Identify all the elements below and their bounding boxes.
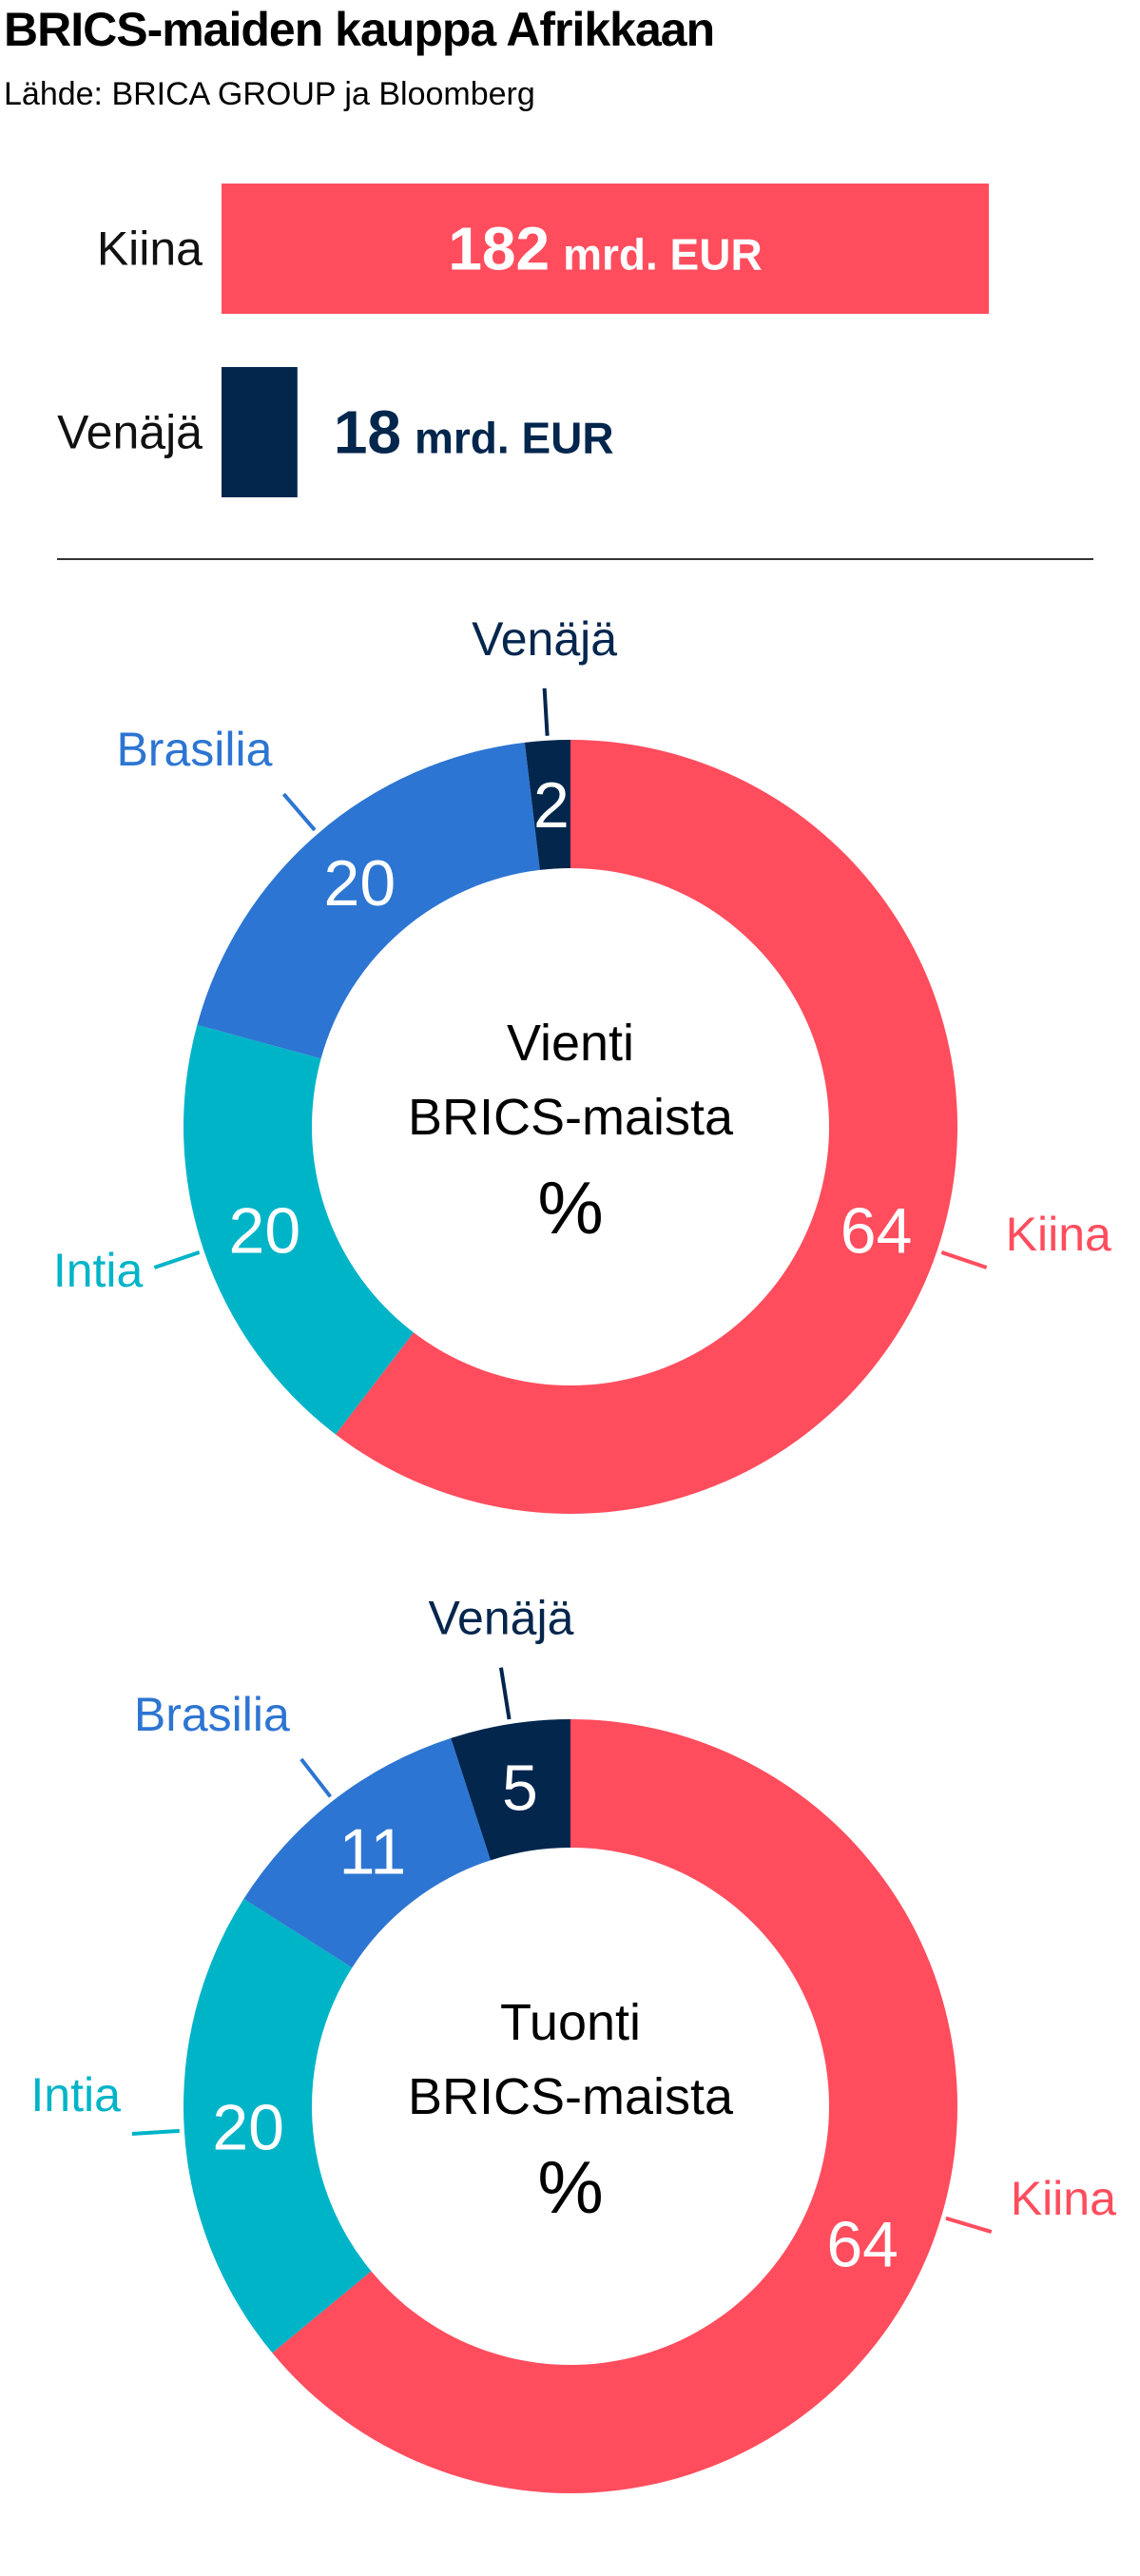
chart-source: Lähde: BRICA GROUP ja Bloomberg <box>4 76 535 112</box>
bar-chart: Kiina 182 mrd. EUR Venäjä 18 mrd. EUR <box>57 184 989 497</box>
center-label-line-1: Tuonti <box>500 1994 641 2051</box>
bar-value-label-venaja: 18 mrd. EUR <box>334 398 614 467</box>
slice-intia <box>183 1898 372 2353</box>
center-label-line-3: % <box>537 2145 603 2229</box>
slice-venaja <box>524 740 570 870</box>
leader-line-venaja <box>542 688 550 736</box>
slice-kiina <box>336 740 957 1514</box>
leader-line-intia <box>153 1250 201 1269</box>
slice-label-venaja: Venäjä <box>428 1592 573 1645</box>
import-donut-chart: 64 Kiina 20 Intia 11 Brasilia 5 Venäjä Tuonti BRI… <box>30 1592 1116 2493</box>
slice-label-brasilia: Brasilia <box>116 723 272 776</box>
leader-line-venaja <box>498 1667 512 1720</box>
slice-brasilia <box>197 742 540 1059</box>
slice-label-kiina: Kiina <box>1011 2172 1116 2225</box>
slice-value-intia: 20 <box>212 2091 284 2163</box>
center-label-line-1: Vienti <box>507 1015 634 1072</box>
slice-value-kiina: 64 <box>841 1195 913 1268</box>
slice-value-venaja: 5 <box>502 1753 538 1825</box>
slice-label-venaja: Venäjä <box>472 612 617 666</box>
slice-venaja <box>451 1719 570 1861</box>
slice-value-intia: 20 <box>229 1195 301 1268</box>
slice-label-kiina: Kiina <box>1006 1208 1111 1261</box>
bar-label-kiina: Kiina <box>97 223 203 276</box>
center-label-line-2: BRICS-maista <box>408 2068 734 2125</box>
export-donut-chart: 64 Kiina 20 Intia 20 Brasilia 2 Venäjä Vienti BRI… <box>53 612 1111 1514</box>
slice-intia <box>183 1024 414 1435</box>
slice-kiina <box>272 1719 958 2493</box>
bar-kiina <box>222 184 989 314</box>
bar-value-label-kiina: 182 mrd. EUR <box>448 215 762 283</box>
slice-brasilia <box>243 1737 491 1968</box>
leader-line-kiina <box>945 2216 993 2234</box>
center-label-line-2: BRICS-maista <box>408 1089 734 1146</box>
chart-title: BRICS-maiden kauppa Afrikkaan <box>4 3 715 56</box>
bar-venaja <box>222 367 298 497</box>
slice-label-brasilia: Brasilia <box>134 1688 290 1741</box>
slice-value-brasilia: 11 <box>339 1816 407 1888</box>
slice-value-brasilia: 20 <box>324 847 396 920</box>
leader-line-intia <box>131 2128 180 2137</box>
slice-value-kiina: 64 <box>826 2209 898 2281</box>
slice-label-intia: Intia <box>53 1244 144 1297</box>
slice-value-venaja: 2 <box>533 769 570 842</box>
slice-label-intia: Intia <box>30 2068 121 2121</box>
bar-label-venaja: Venäjä <box>57 406 203 459</box>
center-label-line-3: % <box>537 1166 603 1249</box>
leader-line-brasilia <box>281 792 317 832</box>
divider <box>57 558 1093 560</box>
leader-line-brasilia <box>299 1757 333 1798</box>
leader-line-kiina <box>940 1250 988 1269</box>
